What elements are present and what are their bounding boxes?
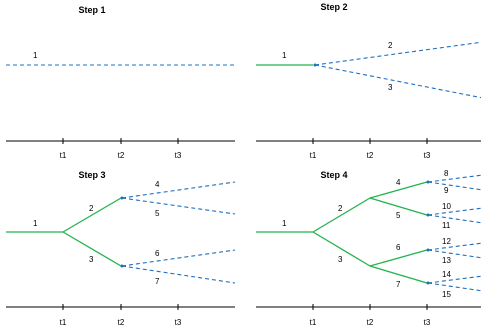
branch-label-13: 13 (442, 256, 451, 265)
tick-label-t1: t1 (60, 318, 67, 327)
branch-label-15: 15 (442, 290, 451, 299)
branch-2 (62, 197, 122, 233)
branch-2 (314, 41, 481, 66)
branch-7 (369, 265, 428, 284)
branch-label-6: 6 (155, 249, 160, 258)
branch-label-11: 11 (442, 221, 451, 230)
branch-label-1: 1 (33, 219, 38, 228)
branch-13 (427, 249, 481, 259)
panel-step-1: Step 1 1 t1 t2 t3 (6, 5, 235, 160)
tick-label-t2: t2 (367, 151, 374, 160)
branch-3 (314, 64, 481, 99)
tick-label-t1: t1 (310, 151, 317, 160)
branch-12 (427, 242, 481, 251)
branch-2 (312, 197, 371, 233)
panel-step-3: Step 3 1 2 3 4 5 6 7 t1 t2 t3 (6, 170, 236, 327)
panel-title: Step 4 (320, 170, 347, 180)
branch-5 (369, 197, 428, 216)
branch-4 (121, 181, 236, 199)
branch-label-7: 7 (396, 280, 401, 289)
tick-label-t3: t3 (175, 151, 182, 160)
branch-14 (427, 275, 481, 284)
tick-label-t1: t1 (60, 151, 67, 160)
branch-label-10: 10 (442, 202, 451, 211)
panel-title: Step 1 (78, 5, 105, 15)
panel-title: Step 3 (78, 170, 105, 180)
branch-7 (121, 265, 236, 284)
branch-label-6: 6 (396, 243, 401, 252)
panel-step-4: Step 4 1 2 3 4 5 6 7 8 9 10 11 12 13 14 … (256, 169, 481, 327)
tick-label-t2: t2 (367, 318, 374, 327)
branch-label-5: 5 (155, 209, 160, 218)
panel-step-2: Step 2 1 2 3 t1 t2 t3 (256, 2, 481, 160)
branch-9 (427, 181, 481, 191)
branch-label-2: 2 (89, 204, 94, 213)
branch-label-2: 2 (388, 41, 393, 50)
branch-8 (427, 174, 481, 183)
branch-label-1: 1 (282, 219, 287, 228)
branch-label-14: 14 (442, 270, 451, 279)
node (120, 196, 124, 200)
branch-11 (427, 214, 481, 224)
branch-label-4: 4 (396, 178, 401, 187)
node (313, 63, 317, 67)
panel-title: Step 2 (320, 2, 347, 12)
branch-label-5: 5 (396, 211, 401, 220)
branch-label-3: 3 (338, 255, 343, 264)
branch-15 (427, 282, 481, 292)
branch-label-9: 9 (444, 186, 449, 195)
branch-label-4: 4 (155, 180, 160, 189)
tick-label-t1: t1 (310, 318, 317, 327)
branch-6 (121, 249, 236, 267)
branch-label-8: 8 (444, 169, 449, 178)
node (426, 281, 430, 285)
branch-label-7: 7 (155, 277, 160, 286)
branch-3 (312, 231, 371, 267)
branch-10 (427, 207, 481, 216)
tick-label-t3: t3 (424, 151, 431, 160)
branch-4 (369, 181, 428, 199)
branch-label-12: 12 (442, 237, 451, 246)
branch-label-3: 3 (89, 255, 94, 264)
tick-label-t3: t3 (424, 318, 431, 327)
branch-5 (121, 197, 236, 215)
branch-label-1: 1 (282, 51, 287, 60)
branch-6 (369, 249, 428, 267)
branch-label-2: 2 (338, 204, 343, 213)
node (426, 213, 430, 217)
tick-label-t2: t2 (118, 151, 125, 160)
branch-label-3: 3 (388, 83, 393, 92)
node (426, 248, 430, 252)
node (426, 180, 430, 184)
node (120, 264, 124, 268)
tick-label-t3: t3 (175, 318, 182, 327)
branch-3 (62, 231, 122, 267)
tick-label-t2: t2 (118, 318, 125, 327)
branch-label-1: 1 (33, 51, 38, 60)
